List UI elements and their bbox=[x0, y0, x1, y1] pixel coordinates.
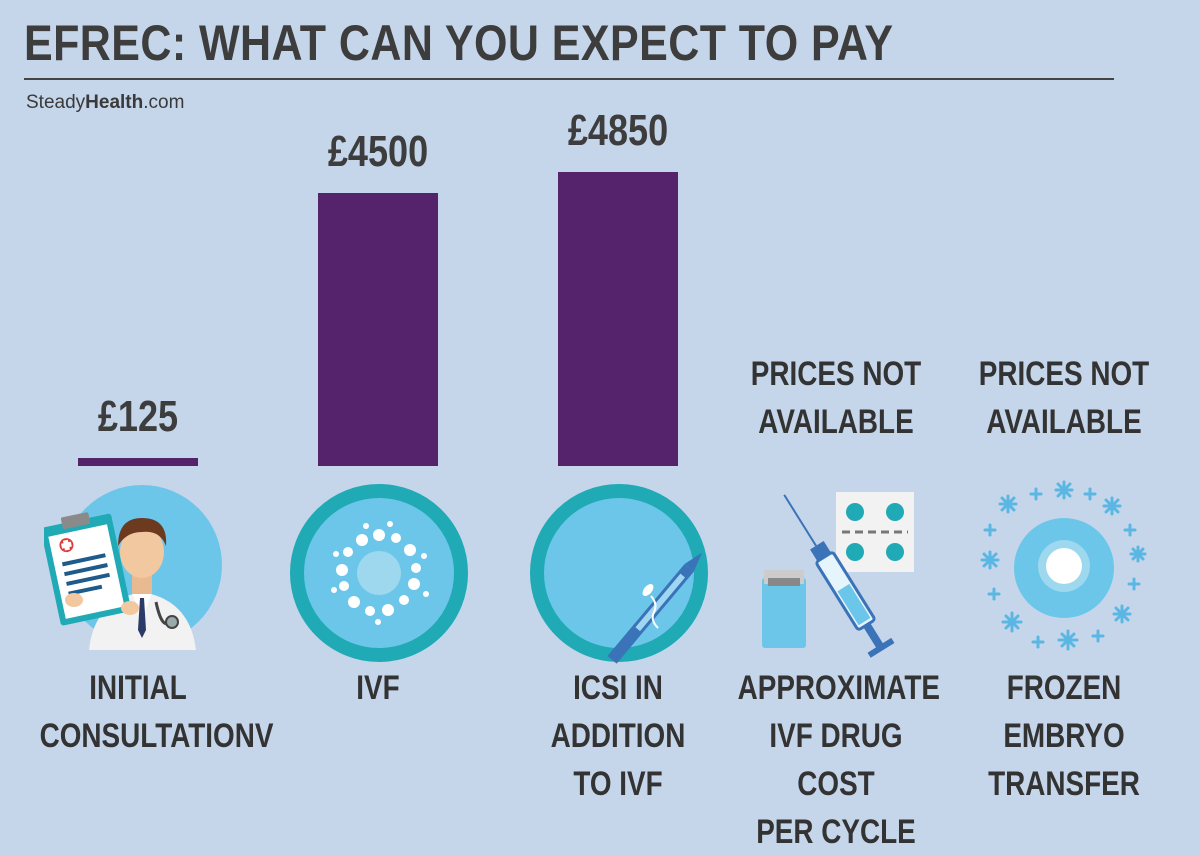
value-label-ivf: £4500 bbox=[327, 127, 429, 177]
value-label-icsi-in-addition-to-ivf: £4850 bbox=[567, 106, 669, 155]
unavailable-note-approximate-ivf-drug-cost-per-cycle: PRICES NOT AVAILABLE bbox=[750, 355, 922, 441]
brand-bold: Health bbox=[85, 92, 144, 113]
category-label-ivf: IVF bbox=[356, 669, 400, 707]
brand-prefix: Steady bbox=[26, 92, 86, 113]
bar-icsi-in-addition-to-ivf bbox=[558, 172, 678, 466]
syringe-pills-icon bbox=[752, 478, 922, 658]
bar-initial-consultationv bbox=[78, 458, 198, 466]
egg-cell-icon bbox=[286, 480, 472, 666]
frozen-embryo-icon bbox=[972, 476, 1156, 660]
unavailable-note-frozen-embryo-transfer: PRICES NOT AVAILABLE bbox=[978, 355, 1150, 441]
bar-ivf bbox=[318, 193, 438, 466]
category-label-approximate-ivf-drug-cost-per-cycle: APPROXIMATE IVF DRUG COST PER CYCLE bbox=[737, 669, 941, 851]
value-label-initial-consultationv: £125 bbox=[97, 392, 179, 441]
category-label-icsi-in-addition-to-ivf: ICSI IN ADDITION TO IVF bbox=[550, 669, 686, 803]
icsi-needle-icon bbox=[526, 480, 716, 670]
title-divider bbox=[24, 78, 1114, 80]
brand-suffix: .com bbox=[143, 92, 185, 113]
category-label-initial-consultationv: INITIAL CONSULTATIONV bbox=[39, 669, 274, 755]
category-label-frozen-embryo-transfer: FROZEN EMBRYO TRANSFER bbox=[988, 669, 1140, 803]
doctor-icon bbox=[44, 480, 224, 650]
page-title: EFREC: WHAT CAN YOU EXPECT TO PAY bbox=[24, 15, 894, 71]
brand-logo: SteadyHealth.com bbox=[26, 92, 184, 114]
